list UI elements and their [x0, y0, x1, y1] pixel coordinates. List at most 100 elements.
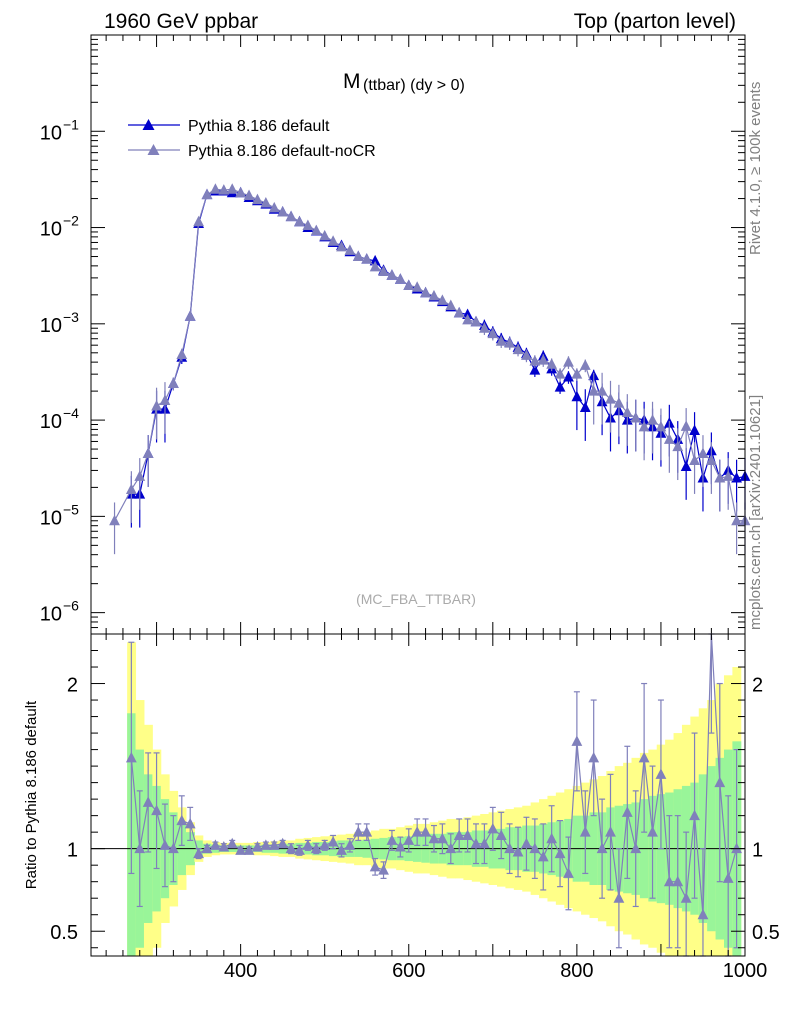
data-point	[462, 313, 473, 325]
y-tick-exponent: −3	[63, 309, 79, 325]
ratio-point	[731, 842, 742, 854]
y-tick-exponent: −4	[63, 405, 79, 421]
data-point	[563, 371, 574, 382]
ratio-point	[445, 842, 457, 854]
ratio-panel: 0.5 0.5 1 1 2 2 400 600 800 1000 Ratio to Pythia…	[23, 633, 780, 982]
ratio-series	[125, 633, 742, 957]
top-axis-ticks	[91, 34, 746, 635]
data-point	[529, 355, 541, 366]
data-point	[655, 420, 667, 432]
legend-marker-nocr	[147, 144, 160, 155]
data-point	[176, 348, 188, 360]
data-point	[436, 294, 448, 305]
data-point	[453, 306, 465, 318]
mcplots-label: mcplots.cern.ch [arXiv:2401.10621]	[747, 395, 764, 630]
ratio-point	[554, 847, 566, 859]
legend-marker-default	[142, 119, 155, 130]
data-point	[420, 286, 431, 298]
ratio-point	[125, 751, 137, 763]
ratio-point	[193, 847, 204, 859]
data-point	[731, 514, 742, 526]
ratio-point	[411, 826, 423, 837]
data-point	[142, 447, 154, 458]
data-point	[613, 397, 625, 408]
legend: Pythia 8.186 default Pythia 8.186 defaul…	[128, 118, 376, 160]
ratio-point	[512, 845, 524, 857]
y-tick-label: 10	[40, 315, 62, 337]
ratio-point	[252, 841, 263, 852]
data-point	[235, 186, 247, 198]
data-point	[714, 472, 726, 483]
ratio-point	[680, 892, 692, 903]
ratio-point	[260, 839, 272, 850]
ratio-y-axis-label: Ratio to Pythia 8.186 default	[23, 700, 40, 889]
ratio-point	[361, 826, 373, 837]
series-line-nocr	[114, 188, 745, 522]
ratio-point	[327, 836, 339, 847]
ratio-point	[495, 829, 507, 840]
data-point	[621, 406, 633, 417]
data-point	[319, 229, 331, 241]
data-point	[369, 254, 381, 266]
y-tick-exponent: −2	[63, 213, 79, 229]
data-point	[403, 279, 415, 291]
data-point	[596, 385, 608, 396]
ratio-point	[529, 842, 541, 854]
ratio-point	[352, 826, 364, 837]
ratio-point	[479, 837, 490, 849]
ratio-point	[714, 776, 726, 788]
data-point	[151, 400, 162, 411]
data-point	[571, 368, 583, 379]
data-point	[285, 210, 297, 222]
ratio-point	[563, 867, 574, 878]
data-point	[705, 454, 717, 466]
data-point	[277, 206, 289, 217]
y-tick-exponent: −6	[63, 598, 79, 614]
data-point	[411, 281, 423, 292]
y-tick-label: 10	[40, 604, 62, 626]
y-tick-label: 10	[40, 507, 62, 529]
rivet-version-label: Rivet 4.1.0, ≥ 100k events	[747, 82, 764, 255]
ratio-point	[579, 826, 591, 837]
ratio-point	[546, 832, 558, 844]
ratio-point	[142, 796, 154, 807]
ratio-point	[277, 837, 289, 849]
ratio-point	[394, 841, 406, 852]
plot-title-sub: (ttbar) (dy > 0)	[363, 77, 465, 94]
ratio-point	[672, 875, 684, 887]
ratio-point	[420, 826, 431, 837]
data-point	[537, 354, 549, 365]
ratio-point	[621, 806, 633, 817]
ratio-point	[663, 875, 675, 887]
ratio-y-tick-label: 0.5	[50, 922, 78, 944]
data-point	[504, 337, 516, 348]
ratio-point	[134, 842, 146, 854]
data-point	[470, 315, 482, 327]
plot-title-main: M	[343, 70, 361, 93]
ratio-point	[605, 826, 616, 837]
data-point	[462, 308, 473, 319]
ratio-point	[521, 837, 532, 849]
legend-label-nocr: Pythia 8.186 default-noCR	[188, 143, 376, 160]
data-point	[210, 183, 221, 194]
data-point	[310, 224, 322, 236]
data-point	[487, 327, 499, 339]
data-point	[680, 420, 692, 431]
data-point	[336, 240, 347, 252]
ratio-point	[403, 834, 415, 845]
ratio-point	[151, 804, 162, 816]
data-point	[529, 364, 541, 375]
ratio-point	[689, 809, 700, 821]
data-point	[512, 343, 524, 355]
data-point	[689, 424, 700, 435]
data-point	[394, 273, 406, 284]
ratio-point	[613, 892, 625, 903]
ratio-point	[722, 872, 734, 883]
ratio-point	[218, 841, 230, 852]
data-point	[697, 447, 709, 458]
ratio-point	[378, 864, 389, 875]
data-point	[546, 358, 558, 369]
ratio-y-tick-label-right: 0.5	[752, 922, 780, 944]
ratio-point	[184, 817, 196, 829]
